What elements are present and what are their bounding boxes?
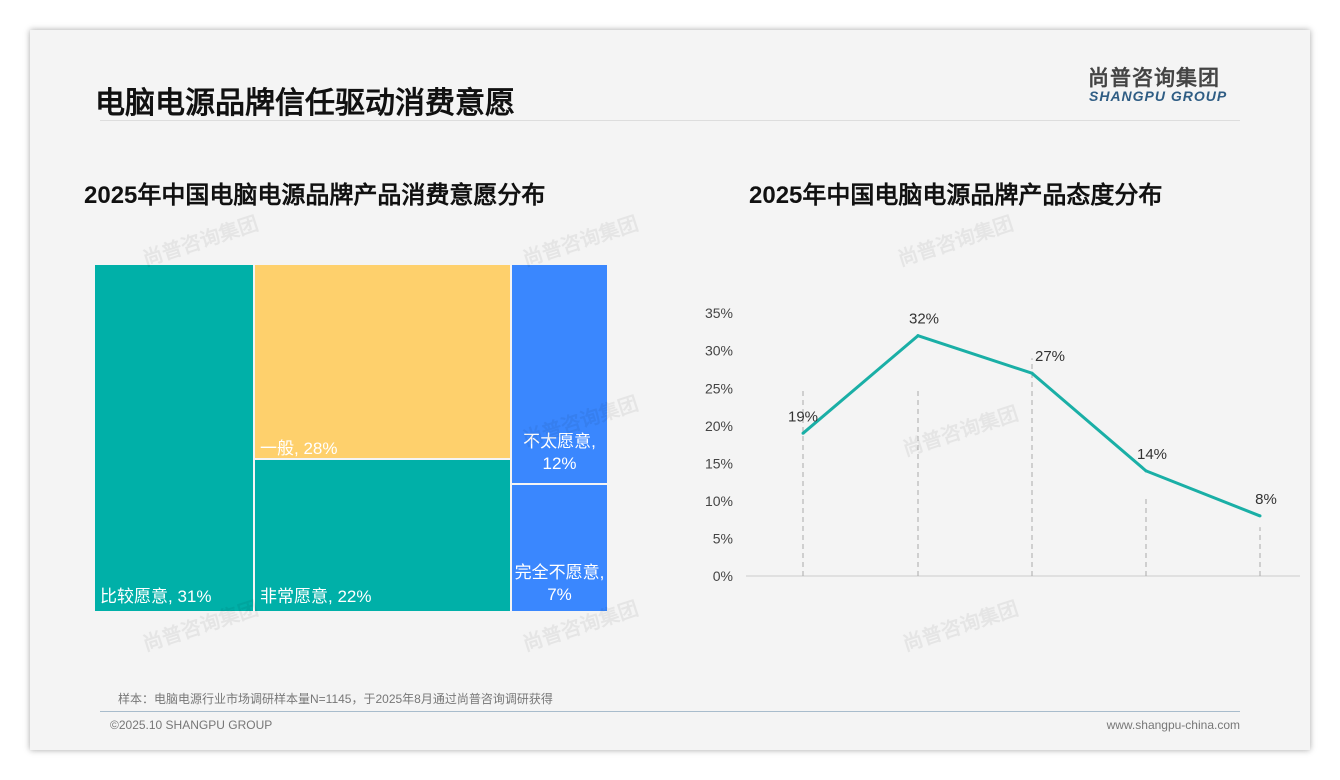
line-chart: 0%5%10%15%20%25%30%35%非常信任比较信任一般信任不太信任完全… (705, 305, 1300, 584)
y-tick-label: 10% (705, 493, 733, 509)
logo-cn: 尚普咨询集团 (1088, 67, 1220, 90)
treemap-cell: 一般, 28% (255, 265, 510, 458)
copyright: ©2025.10 SHANGPU GROUP (110, 718, 273, 732)
line-chart-title: 2025年中国电脑电源品牌产品态度分布 (749, 182, 1163, 209)
treemap-cell: 比较愿意, 31% (95, 265, 253, 611)
series-line (802, 333, 1261, 518)
data-point (1258, 514, 1262, 518)
treemap-label: 不太愿意, 12% (523, 432, 596, 473)
slide: 电脑电源品牌信任驱动消费意愿 尚普咨询集团 SHANGPU GROUP 2025… (30, 30, 1310, 750)
logo-en: SHANGPU GROUP (1089, 88, 1228, 104)
data-point (1144, 469, 1148, 473)
divider (100, 120, 1240, 121)
treemap-label: 非常愿意, 22% (260, 587, 372, 606)
data-label: 8% (1255, 491, 1277, 508)
data-point (801, 431, 805, 435)
data-label: 27% (1035, 348, 1065, 365)
treemap-label: 一般, 28% (260, 439, 338, 458)
y-tick-label: 35% (705, 305, 733, 321)
data-label: 32% (909, 311, 939, 328)
page-title: 电脑电源品牌信任驱动消费意愿 (95, 87, 515, 120)
treemap-cell: 不太愿意, 12% (512, 265, 607, 483)
y-tick-label: 5% (713, 530, 733, 546)
footer-divider (100, 711, 1240, 712)
watermark: 尚普咨询集团 (520, 212, 642, 271)
treemap-cell: 非常愿意, 22% (255, 460, 510, 611)
sample-note: 样本：电脑电源行业市场调研样本量N=1145，于2025年8月通过尚普咨询调研获… (118, 692, 553, 706)
y-tick-label: 30% (705, 343, 733, 359)
y-tick-label: 0% (713, 568, 733, 584)
y-tick-label: 20% (705, 418, 733, 434)
treemap-title: 2025年中国电脑电源品牌产品消费意愿分布 (84, 182, 546, 209)
treemap-label: 完全不愿意, 7% (514, 563, 605, 604)
data-label: 19% (788, 408, 818, 425)
website-link[interactable]: www.shangpu-china.com (1106, 718, 1240, 732)
treemap-cell: 完全不愿意, 7% (512, 485, 607, 611)
treemap: 比较愿意, 31% 一般, 28% 非常愿意, 22% 不太愿意, 12% 完全不愿意,… (95, 265, 607, 611)
watermark: 尚普咨询集团 (140, 212, 262, 271)
data-label: 14% (1137, 446, 1167, 463)
data-point (916, 334, 920, 338)
y-tick-label: 25% (705, 380, 733, 396)
data-point (1030, 371, 1034, 375)
watermark: 尚普咨询集团 (900, 597, 1022, 656)
treemap-label: 比较愿意, 31% (100, 587, 212, 606)
y-tick-label: 15% (705, 455, 733, 471)
